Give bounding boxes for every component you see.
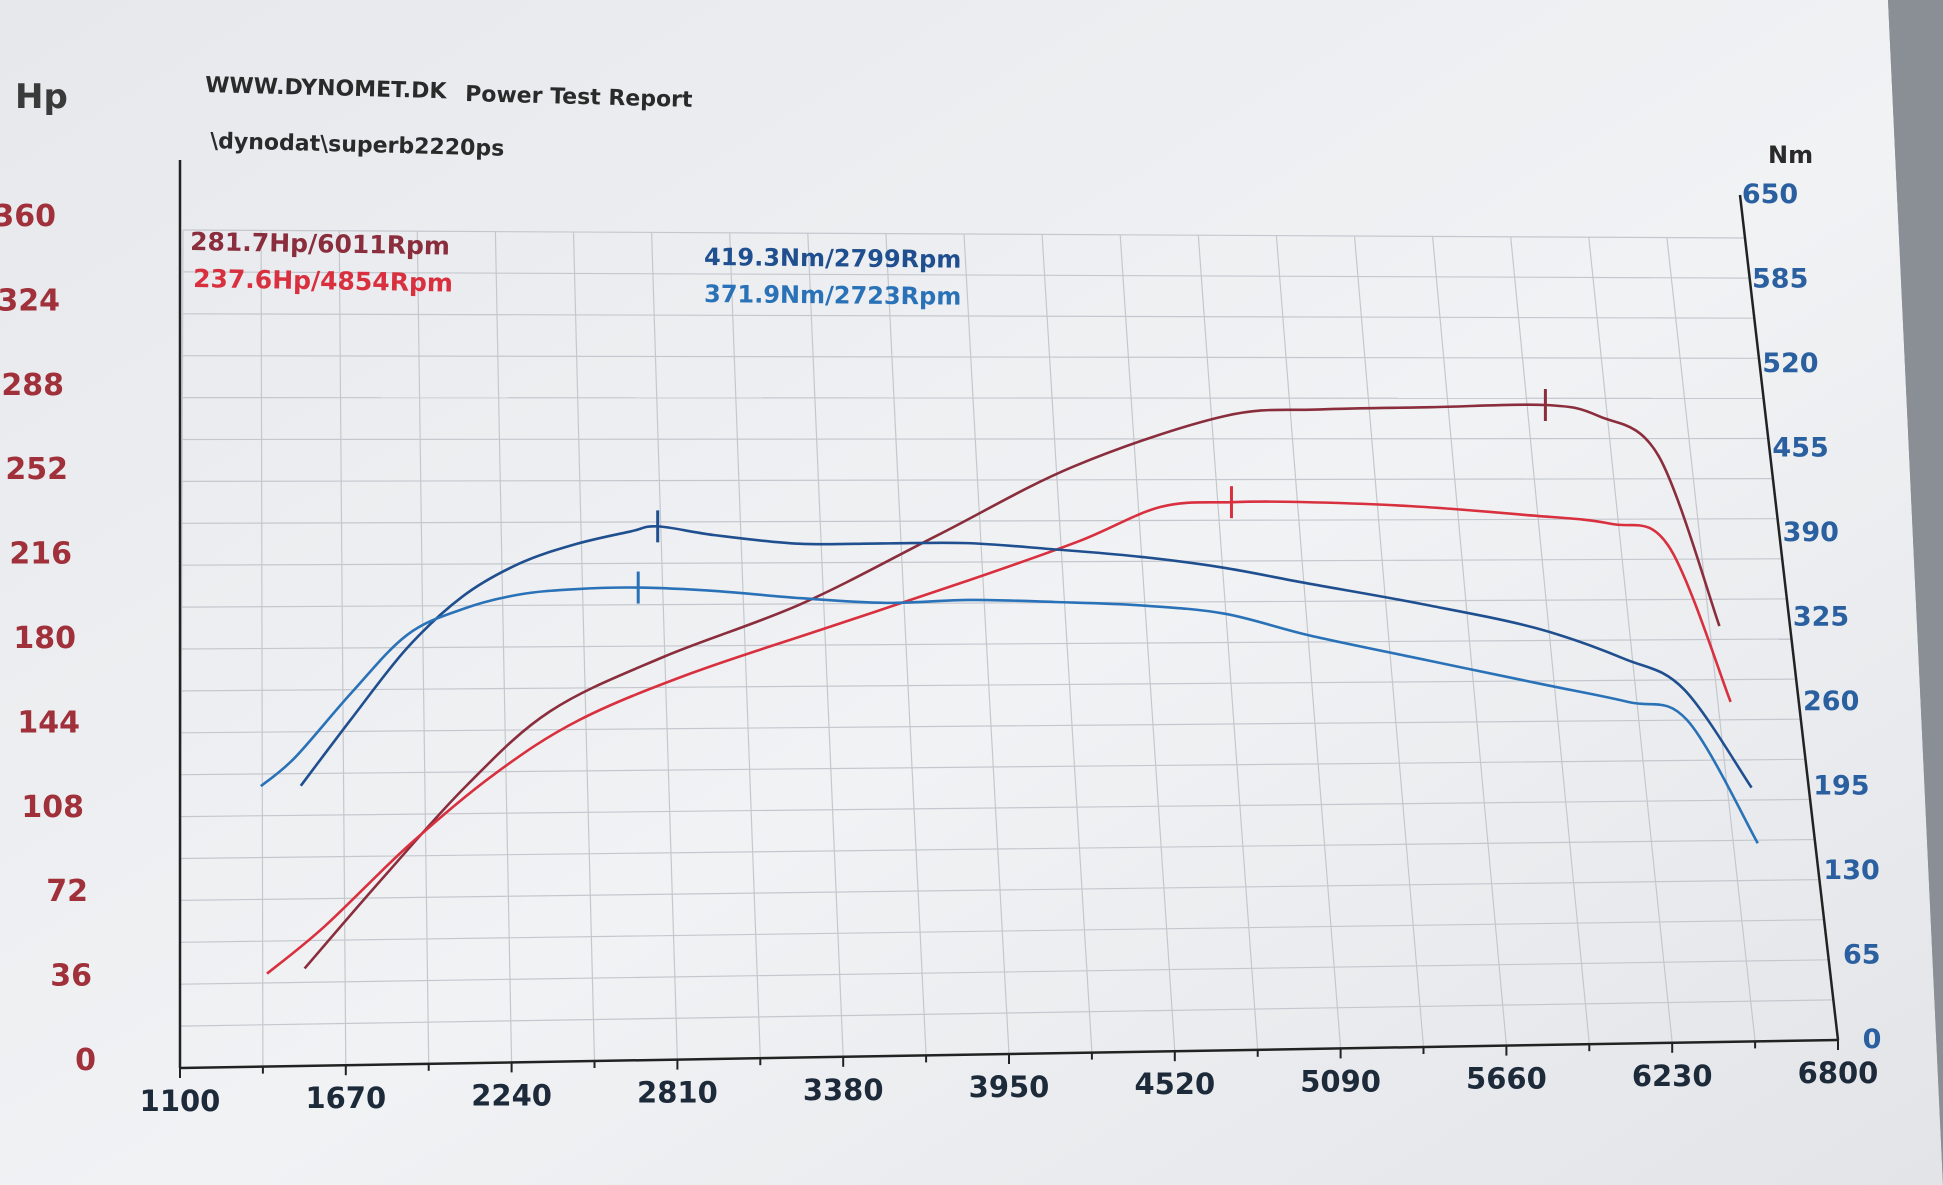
grid-line-horizontal xyxy=(180,959,1829,985)
x-axis-tick-marks xyxy=(179,1040,1839,1078)
x-tick-label: 3950 xyxy=(969,1070,1050,1104)
grid-line-horizontal xyxy=(182,271,1750,279)
grid-line-horizontal xyxy=(181,758,1806,776)
hp-tick-label: 216 xyxy=(9,537,72,572)
grid-line-horizontal xyxy=(181,638,1792,650)
series-line-hp_dark xyxy=(303,403,1721,970)
hp-tick-label: 0 xyxy=(75,1043,96,1078)
hp-tick-label: 324 xyxy=(0,283,60,318)
x-tick-label: 3380 xyxy=(803,1073,884,1107)
nm-tick-label: 260 xyxy=(1803,686,1859,717)
nm-tick-label: 650 xyxy=(1742,179,1798,210)
grid-line-horizontal xyxy=(182,478,1773,482)
nm-tick-label: 195 xyxy=(1813,771,1869,802)
right-axis-line xyxy=(1738,194,1840,1041)
paper-edge-shadow xyxy=(1888,0,1943,1185)
nm-tick-label: 130 xyxy=(1823,855,1879,886)
grid-line-horizontal xyxy=(180,999,1834,1027)
hp-tick-labels: 0 36 72 108 144 180 216 252 288 324 360 xyxy=(0,199,96,1078)
x-tick-label: 5090 xyxy=(1300,1064,1381,1098)
nm-tick-label: 390 xyxy=(1783,517,1839,548)
x-tick-label: 2240 xyxy=(471,1078,552,1112)
grid-line-horizontal xyxy=(180,919,1825,943)
grid-line-horizontal xyxy=(180,838,1815,860)
hp-tick-label: 360 xyxy=(0,199,56,234)
grid-line-horizontal xyxy=(182,313,1755,319)
x-tick-label: 1670 xyxy=(305,1081,386,1115)
hp-peak-annotation-2: 237.6Hp/4854Rpm xyxy=(193,264,453,298)
grid-line-horizontal xyxy=(182,437,1769,441)
rpm-tick-labels: 1100 1670 2240 2810 3380 3950 4520 5090 5660 6230… xyxy=(140,1056,1879,1118)
header-report: Power Test Report xyxy=(465,82,693,113)
series-line-hp_light xyxy=(266,500,1732,975)
grid-line-horizontal xyxy=(181,558,1783,566)
grid-line-horizontal xyxy=(181,718,1801,734)
nm-axis-label: Nm xyxy=(1768,141,1813,169)
hp-tick-label: 252 xyxy=(5,452,68,487)
x-tick-label: 6800 xyxy=(1798,1056,1879,1090)
hp-tick-label: 108 xyxy=(21,790,84,825)
nm-tick-label: 0 xyxy=(1863,1024,1882,1055)
nm-tick-label: 325 xyxy=(1793,602,1849,633)
x-tick-label: 4520 xyxy=(1134,1067,1215,1101)
hp-tick-label: 36 xyxy=(50,959,92,994)
chart-series xyxy=(260,389,1759,975)
series-line-nm_light xyxy=(260,586,1759,844)
x-tick-label: 5660 xyxy=(1466,1062,1547,1096)
grid-line-horizontal xyxy=(182,229,1746,239)
hp-tick-label: 288 xyxy=(1,368,64,403)
hp-axis-label: Hp xyxy=(15,77,68,117)
chart-grid xyxy=(179,229,1839,1069)
x-tick-label: 2810 xyxy=(637,1076,718,1110)
series-line-nm_dark xyxy=(299,525,1753,789)
nm-tick-label: 65 xyxy=(1843,940,1881,971)
grid-line-horizontal xyxy=(180,798,1811,818)
hp-peak-annotation-1: 281.7Hp/6011Rpm xyxy=(190,227,450,261)
grid-line-horizontal xyxy=(180,879,1820,901)
nm-peak-annotation-2: 371.9Nm/2723Rpm xyxy=(704,280,962,311)
x-tick-label: 1100 xyxy=(140,1084,221,1118)
nm-tick-label: 455 xyxy=(1772,433,1828,464)
hp-tick-label: 144 xyxy=(17,705,80,740)
hp-tick-label: 72 xyxy=(46,874,88,909)
nm-peak-annotation-1: 419.3Nm/2799Rpm xyxy=(704,243,962,274)
grid-line-horizontal xyxy=(182,397,1764,399)
nm-tick-label: 585 xyxy=(1752,264,1808,295)
hp-tick-label: 180 xyxy=(13,621,76,656)
grid-line-horizontal xyxy=(182,355,1759,359)
grid-line-horizontal xyxy=(181,518,1778,524)
nm-tick-label: 520 xyxy=(1762,348,1818,379)
nm-tick-labels: 0 65 130 195 260 325 390 455 520 585 650 xyxy=(1742,179,1882,1055)
x-tick-label: 6230 xyxy=(1632,1059,1713,1093)
